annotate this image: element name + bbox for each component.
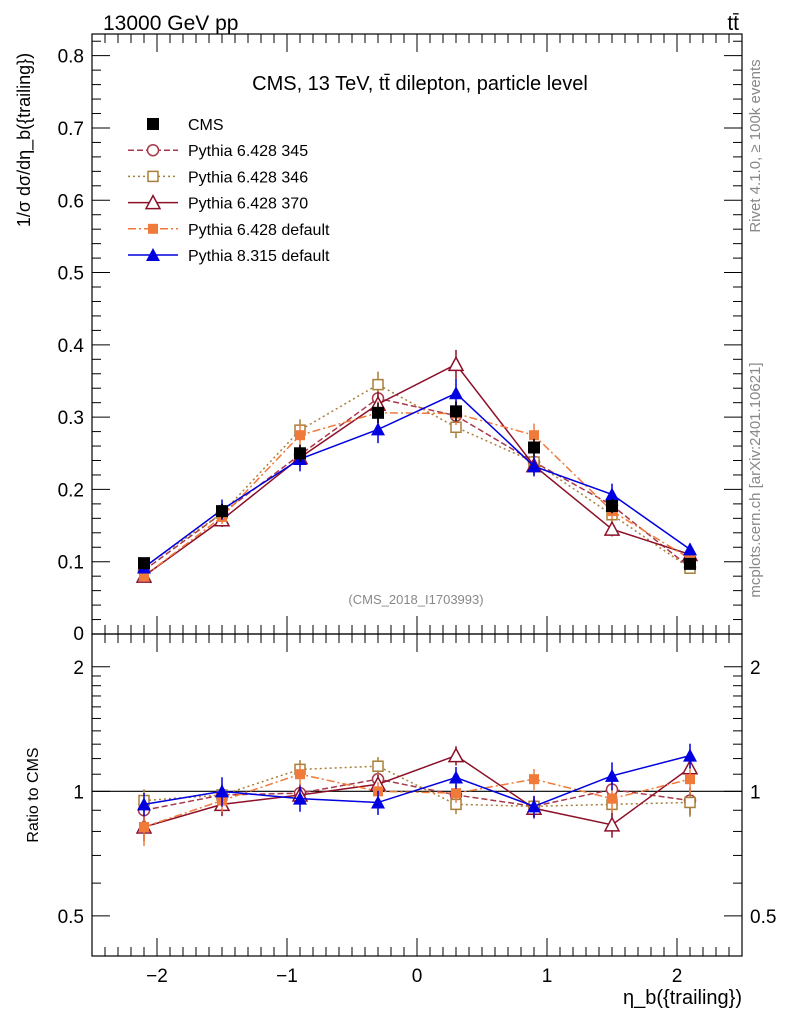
legend-label: Pythia 8.315 default (188, 248, 330, 265)
series-line-pythia-6-428-default (143, 412, 691, 577)
ratio-line-pythia-6-428-345 (143, 778, 691, 812)
data-point (216, 505, 228, 518)
rivet-version-label: Rivet 4.1.0, ≥ 100k events (747, 59, 764, 232)
data-point (529, 430, 539, 441)
analysis-tag: (CMS_2018_I1703993) (348, 592, 483, 607)
x-tick-label: −2 (146, 966, 168, 987)
ratio-point (449, 770, 463, 784)
data-point (605, 487, 619, 501)
y-tick-label: 0.7 (58, 119, 84, 140)
data-point (372, 406, 384, 419)
data-point (684, 557, 696, 570)
ratio-line-pythia-6-428-370 (143, 754, 691, 828)
data-point (447, 355, 465, 372)
legend-label: Pythia 6.428 370 (188, 196, 308, 213)
ratio-point (527, 799, 541, 813)
ratio-y-label: Ratio to CMS (25, 747, 42, 842)
ratio-line-pythia-8-315-default (143, 754, 691, 808)
energy-label: 13000 GeV pp (103, 12, 238, 35)
legend-label: CMS (188, 117, 224, 134)
legend-label: Pythia 6.428 default (188, 222, 330, 239)
main-y-label: 1/σ dσ/dη_b({trailing}) (14, 53, 35, 227)
ratio-point (684, 796, 696, 809)
y-tick-label: 0.8 (58, 47, 84, 68)
y-tick-label: 0.5 (58, 264, 84, 285)
ratio-point (371, 795, 385, 809)
data-point (371, 422, 385, 436)
y-tick-label-zero: 0 (73, 624, 84, 645)
ratio-tick-label-right: 2 (750, 658, 761, 679)
data-point (527, 459, 541, 473)
y-tick-label: 0.1 (58, 553, 84, 574)
legend-label: Pythia 6.428 345 (188, 143, 308, 160)
series-line-pythia-8-315-default (143, 392, 691, 569)
ratio-point (372, 760, 384, 772)
legend-marker (144, 194, 162, 210)
data-point (372, 378, 384, 391)
data-point (450, 405, 462, 418)
ratio-point (605, 768, 619, 782)
data-point (295, 430, 305, 441)
data-point (603, 520, 621, 536)
ratio-line-pythia-6-428-346 (143, 765, 691, 808)
ratio-point (685, 774, 695, 785)
mcplots-label: mcplots.cern.ch [arXiv:2401.10621] (747, 362, 764, 597)
ratio-point (137, 797, 151, 811)
legend-label: Pythia 6.428 346 (188, 169, 308, 186)
data-point (606, 500, 618, 513)
data-point (683, 542, 697, 556)
data-point (138, 557, 150, 570)
ratio-point (529, 774, 539, 785)
series-line-pythia-6-428-345 (143, 397, 691, 571)
ratio-point (293, 791, 307, 805)
data-point (528, 441, 540, 454)
ratio-point (603, 816, 621, 832)
ratio-tick-label-right: 0.5 (750, 907, 776, 928)
data-point (294, 447, 306, 460)
legend-marker (146, 143, 160, 157)
series-line-pythia-6-428-370 (143, 363, 691, 577)
x-tick-label: 0 (412, 966, 423, 987)
ratio-point (295, 769, 305, 780)
legend-marker (146, 248, 160, 261)
ratio-point (215, 784, 229, 798)
legend-marker (148, 223, 158, 234)
y-tick-label: 0.3 (58, 408, 84, 429)
ratio-point (447, 747, 465, 763)
ratio-point (683, 748, 697, 762)
legend-marker (147, 170, 159, 183)
ratio-point (607, 793, 617, 804)
chart-title: CMS, 13 TeV, tt̄ dilepton, particle leve… (252, 73, 588, 95)
ratio-tick-label-right: 1 (750, 782, 761, 803)
x-tick-label: 1 (542, 966, 553, 987)
y-tick-label: 0.6 (58, 191, 84, 212)
ratio-tick-label: 1 (73, 782, 84, 803)
x-axis-label: η_b({trailing}) (623, 987, 742, 1009)
ratio-point (139, 821, 149, 832)
ratio-tick-label: 0.5 (58, 907, 84, 928)
data-point (449, 386, 463, 400)
ratio-point (451, 788, 461, 799)
series-line-pythia-6-428-346 (143, 383, 691, 569)
x-tick-label: 2 (672, 966, 683, 987)
ratio-tick-label: 2 (73, 658, 84, 679)
y-tick-label: 0.2 (58, 480, 84, 501)
ratio-plot-frame (91, 633, 743, 957)
data-point (139, 571, 149, 582)
legend-marker (147, 118, 159, 130)
x-tick-label: −1 (276, 966, 298, 987)
ratio-line-pythia-6-428-default (143, 773, 691, 828)
process-label: tt̄ (727, 12, 739, 35)
y-tick-label: 0.4 (58, 336, 85, 357)
